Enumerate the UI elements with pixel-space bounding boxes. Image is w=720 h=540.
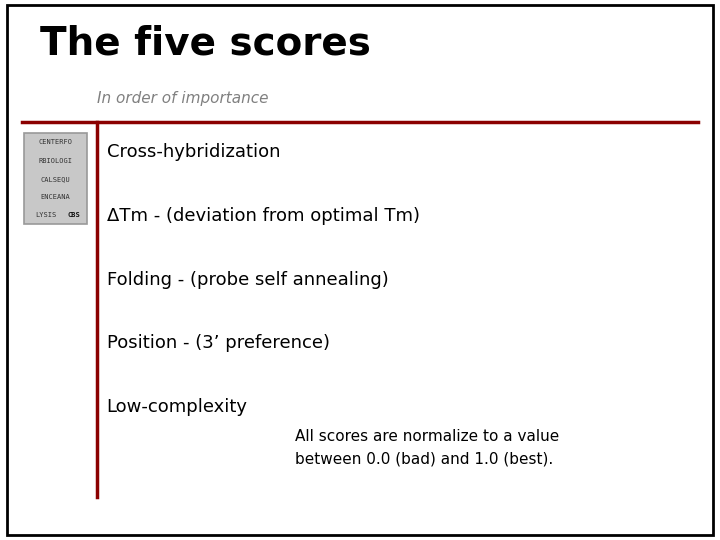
Text: ΔTm - (deviation from optimal Tm): ΔTm - (deviation from optimal Tm) (107, 207, 420, 225)
Text: The five scores: The five scores (40, 24, 371, 62)
Text: All scores are normalize to a value
between 0.0 (bad) and 1.0 (best).: All scores are normalize to a value betw… (295, 429, 559, 467)
Text: In order of importance: In order of importance (97, 91, 269, 106)
Text: RBIOLOGI: RBIOLOGI (38, 158, 73, 164)
Text: Position - (3’ preference): Position - (3’ preference) (107, 334, 330, 352)
Text: LYSIS: LYSIS (35, 212, 57, 218)
Bar (24, 133, 87, 224)
Text: CBS: CBS (68, 212, 80, 218)
Text: Cross-hybridization: Cross-hybridization (107, 143, 280, 161)
Text: Folding - (probe self annealing): Folding - (probe self annealing) (107, 271, 388, 288)
Text: CALSEQU: CALSEQU (40, 176, 71, 182)
Text: ENCEANA: ENCEANA (40, 194, 71, 200)
Text: CENTERFO: CENTERFO (38, 139, 73, 145)
Text: Low-complexity: Low-complexity (107, 398, 248, 416)
